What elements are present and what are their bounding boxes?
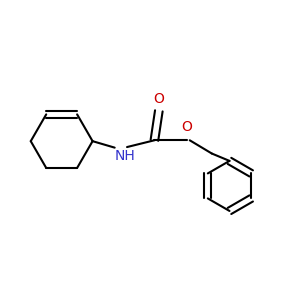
Text: NH: NH (115, 149, 135, 163)
Text: O: O (153, 92, 164, 106)
Text: O: O (182, 120, 192, 134)
